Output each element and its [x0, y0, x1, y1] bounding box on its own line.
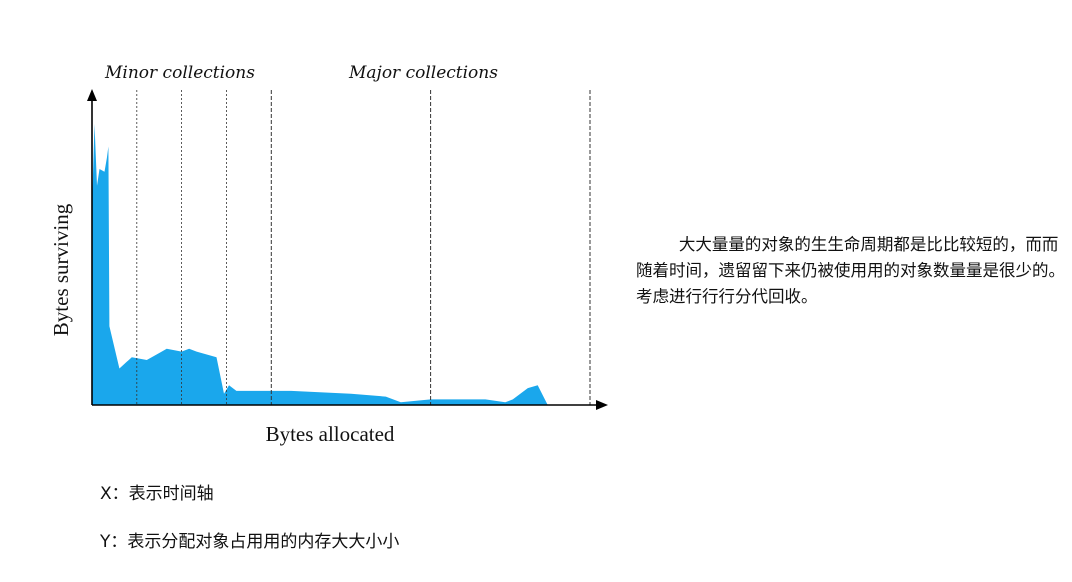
collection-marks-layer — [136, 90, 591, 405]
series-area-layer — [92, 124, 548, 405]
description-paragraph: 大大量量的对象的生生命周期都是比比较短的，而而随着时间，遗留留下来仍被使用用的对… — [636, 235, 1065, 306]
x-axis-label: Bytes allocated — [266, 422, 395, 446]
y-axis-label: Bytes surviving — [49, 203, 73, 336]
minor-collections-label: Minor collections — [104, 63, 255, 83]
y-axis-arrow-icon — [87, 89, 97, 101]
axes — [87, 89, 608, 410]
x-axis-note: X：表示时间轴 — [100, 484, 214, 504]
surviving-bytes-area — [92, 124, 548, 405]
major-collections-label: Major collections — [348, 63, 498, 83]
x-axis-arrow-icon — [596, 400, 608, 410]
y-axis-note: Y：表示分配对象占用用的内存大大小小 — [100, 532, 400, 552]
